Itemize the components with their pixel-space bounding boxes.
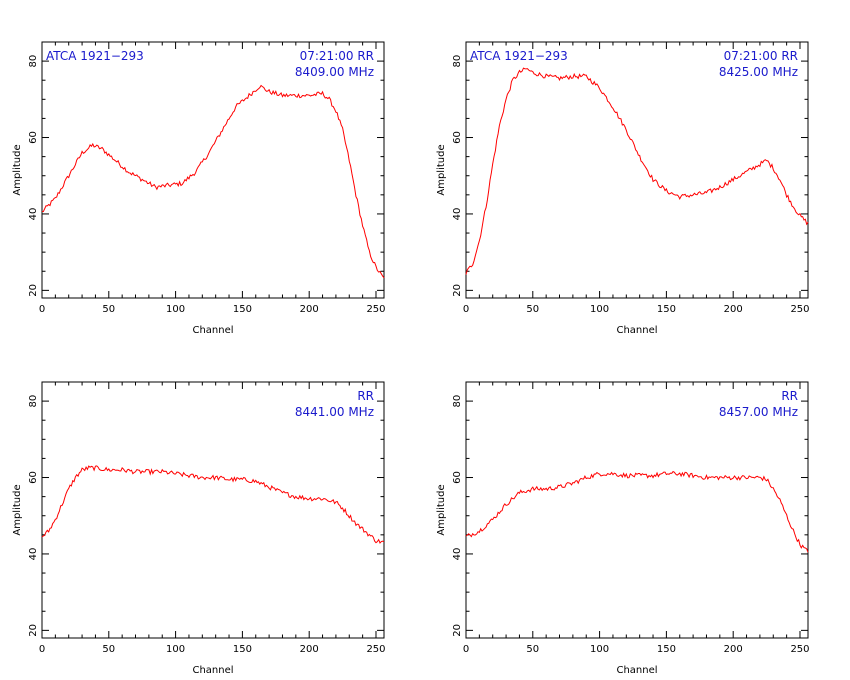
series-line-1	[41, 465, 385, 544]
x-tick-label: 150	[233, 644, 252, 655]
x-tick-label: 50	[102, 304, 115, 315]
panel-3: 0 50 100 150 200 250 20 40 60 80 Channel Amplitude R…	[12, 381, 386, 676]
x-tick-label: 100	[166, 644, 185, 655]
x-tick-label: 100	[590, 644, 609, 655]
x-tick-label: 50	[526, 304, 539, 315]
x-tick-label: 150	[657, 644, 676, 655]
panel-2: 0 50 100 150 200 250 20 40 60 80 Channel Amplitude A…	[436, 41, 810, 336]
y-tick-label: 40	[28, 548, 39, 561]
x-axis-label: Channel	[192, 325, 233, 336]
time-pol-annotation: 07:21:00 RR	[300, 49, 374, 63]
plot-frame	[465, 41, 809, 299]
frequency-annotation: 8457.00 MHz	[719, 405, 798, 419]
x-tick-label: 50	[102, 644, 115, 655]
y-axis-label: Amplitude	[436, 484, 447, 535]
time-pol-annotation: RR	[357, 389, 374, 403]
y-tick-label: 40	[452, 208, 463, 221]
y-tick-label: 40	[452, 548, 463, 561]
x-tick-label: 100	[590, 304, 609, 315]
y-tick-label: 20	[452, 624, 463, 637]
plot-frame	[41, 41, 385, 299]
y-tick-label: 60	[452, 131, 463, 144]
time-pol-annotation: RR	[781, 389, 798, 403]
x-tick-label: 250	[790, 304, 809, 315]
x-tick-label: 50	[526, 644, 539, 655]
x-axis-label: Channel	[616, 325, 657, 336]
y-tick-label: 80	[28, 55, 39, 68]
y-axis-label: Amplitude	[12, 484, 23, 535]
x-tick-label: 250	[366, 644, 385, 655]
panel-1: 0 50 100 150 200 250 20 40 60 80 Channel Amplitude A…	[12, 41, 386, 336]
y-axis-label: Amplitude	[436, 144, 447, 195]
x-tick-label: 0	[463, 304, 469, 315]
x-tick-label: 0	[463, 644, 469, 655]
series-line-1	[41, 84, 385, 279]
frequency-annotation: 8409.00 MHz	[295, 65, 374, 79]
x-tick-label: 200	[300, 304, 319, 315]
plot-frame	[41, 381, 385, 639]
x-tick-label: 100	[166, 304, 185, 315]
y-tick-label: 20	[28, 624, 39, 637]
time-pol-annotation: 07:21:00 RR	[724, 49, 798, 63]
y-tick-label: 20	[28, 284, 39, 297]
source-annotation: ATCA 1921−293	[470, 49, 568, 63]
x-tick-label: 0	[39, 304, 45, 315]
x-tick-label: 200	[724, 304, 743, 315]
y-tick-label: 40	[28, 208, 39, 221]
frequency-annotation: 8425.00 MHz	[719, 65, 798, 79]
y-axis-label: Amplitude	[12, 144, 23, 195]
x-tick-label: 200	[724, 644, 743, 655]
x-tick-label: 250	[790, 644, 809, 655]
x-tick-label: 250	[366, 304, 385, 315]
y-tick-label: 60	[28, 471, 39, 484]
y-tick-label: 80	[452, 55, 463, 68]
y-tick-label: 20	[452, 284, 463, 297]
plot-frame	[465, 381, 809, 639]
y-tick-label: 60	[452, 471, 463, 484]
y-tick-label: 80	[28, 395, 39, 408]
source-annotation: ATCA 1921−293	[46, 49, 144, 63]
y-tick-label: 60	[28, 131, 39, 144]
y-tick-label: 80	[452, 395, 463, 408]
x-axis-label: Channel	[616, 665, 657, 676]
frequency-annotation: 8441.00 MHz	[295, 405, 374, 419]
x-axis-label: Channel	[192, 665, 233, 676]
panel-4: 0 50 100 150 200 250 20 40 60 80 Channel Amplitude R…	[436, 381, 810, 676]
series-line-1	[465, 67, 809, 275]
x-tick-label: 200	[300, 644, 319, 655]
x-tick-label: 150	[233, 304, 252, 315]
x-tick-label: 0	[39, 644, 45, 655]
x-tick-label: 150	[657, 304, 676, 315]
series-line-1	[465, 470, 809, 553]
